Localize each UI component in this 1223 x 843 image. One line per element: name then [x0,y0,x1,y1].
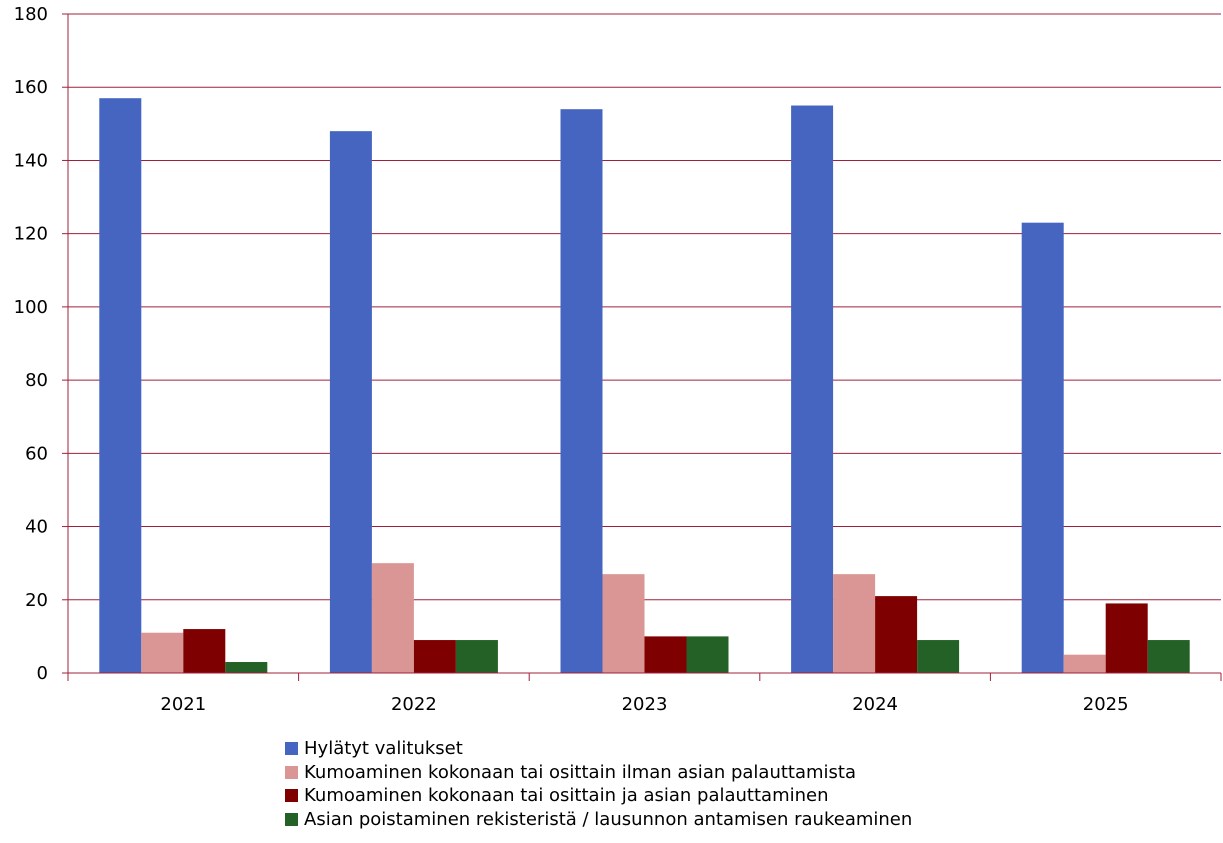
y-tick-label: 80 [25,370,48,391]
y-tick-label: 160 [14,77,48,98]
y-tick-label: 180 [14,4,48,25]
bar-2024-series-4 [917,640,960,673]
x-tick-label: 2025 [1083,694,1129,715]
y-tick-label: 120 [14,224,48,245]
legend-swatch [285,742,298,756]
y-tick-label: 20 [25,590,48,611]
bar-2022-series-4 [455,640,498,673]
bar-2025-series-4 [1147,640,1190,673]
bar-2024-series-1 [791,105,834,674]
legend-label: Hylätyt valitukset [304,738,463,760]
legend: Hylätyt valitukset Kumoaminen kokonaan ta… [285,737,912,831]
bar-2021-series-3 [183,629,226,673]
legend-label: Asian poistaminen rekisteristä / lausunn… [304,808,913,830]
legend-item: Asian poistaminen rekisteristä / lausunn… [285,808,912,832]
legend-item: Kumoaminen kokonaan tai osittain ja asia… [285,784,912,808]
bar-2023-series-3 [644,636,687,673]
y-tick-label: 60 [25,443,48,464]
legend-item: Kumoaminen kokonaan tai osittain ilman a… [285,761,912,785]
bar-2022-series-2 [371,563,414,673]
bar-2025-series-3 [1105,603,1148,673]
legend-label: Kumoaminen kokonaan tai osittain ilman a… [304,761,857,783]
bar-2023-series-4 [686,636,729,673]
y-tick-label: 0 [37,663,48,684]
legend-item: Hylätyt valitukset [285,737,912,761]
legend-label: Kumoaminen kokonaan tai osittain ja asia… [304,785,829,807]
y-tick-label: 40 [25,517,48,538]
x-tick-label: 2021 [160,694,206,715]
bar-2023-series-1 [560,109,603,673]
y-tick-label: 100 [14,297,48,318]
bar-2022-series-1 [329,131,372,674]
bar-2021-series-1 [99,98,142,673]
legend-swatch [285,765,298,779]
bar-2021-series-4 [225,662,268,673]
bar-2024-series-3 [875,596,918,673]
x-tick-label: 2022 [391,694,437,715]
bar-2022-series-3 [413,640,456,673]
legend-swatch [285,812,298,826]
bar-2025-series-1 [1021,222,1064,673]
bar-2023-series-2 [602,574,645,673]
bar-2021-series-2 [141,632,184,673]
bar-chart: 0 20 40 60 80 100 120 140 160 180 2021 2022 2023 2024… [14,4,1222,715]
bar-2025-series-2 [1063,654,1106,673]
x-tick-label: 2024 [852,694,898,715]
legend-swatch [285,789,298,803]
y-tick-label: 140 [14,150,48,171]
x-tick-label: 2023 [622,694,668,715]
bar-2024-series-2 [833,574,876,673]
